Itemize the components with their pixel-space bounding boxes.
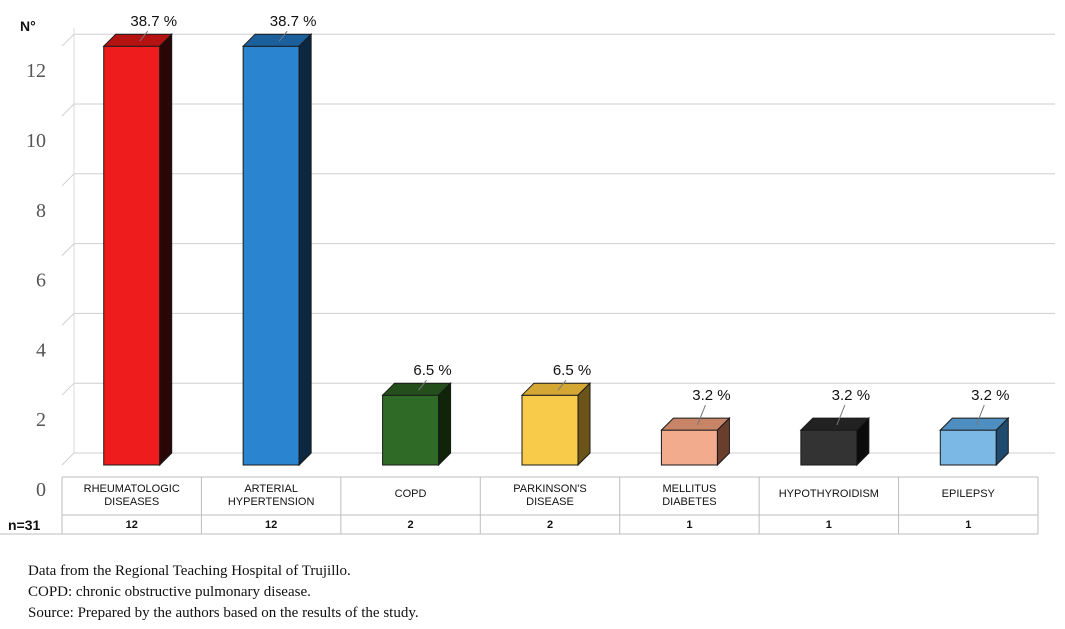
count-label: 1	[686, 519, 692, 531]
gridline-wall	[61, 382, 75, 396]
y-tick-label: 0	[36, 479, 46, 501]
data-label: 38.7 %	[130, 13, 177, 30]
data-label: 6.5 %	[413, 362, 451, 379]
bar-side	[577, 381, 591, 467]
bar	[800, 429, 858, 466]
category-label: DISEASE	[526, 496, 574, 508]
gridline-wall	[61, 313, 75, 326]
category-label: COPD	[395, 488, 427, 500]
bar	[521, 394, 579, 466]
count-label: 12	[126, 519, 138, 531]
bar-side	[438, 381, 452, 467]
count-label: 2	[408, 519, 414, 531]
footnote-data-source: Data from the Regional Teaching Hospital…	[28, 563, 351, 579]
data-label: 3.2 %	[692, 387, 730, 404]
data-label: 38.7 %	[270, 13, 317, 30]
n-label: n=31	[8, 517, 41, 533]
data-label: 3.2 %	[832, 387, 870, 404]
category-label: EPILEPSY	[942, 488, 996, 500]
bar-side	[995, 416, 1009, 467]
gridline-wall	[61, 103, 75, 117]
count-label: 1	[965, 519, 971, 531]
data-label: 6.5 %	[553, 362, 591, 379]
count-label: 12	[265, 519, 277, 531]
bar-side	[159, 32, 173, 467]
bar-side	[716, 416, 730, 467]
data-label-leader	[139, 30, 149, 42]
bar	[939, 429, 997, 466]
gridline-wall	[61, 452, 75, 466]
count-label: 1	[826, 519, 832, 531]
y-tick-label: 6	[36, 270, 46, 292]
category-label: HYPERTENSION	[228, 496, 315, 508]
category-label: PARKINSON'S	[513, 483, 586, 495]
y-tick-label: 2	[36, 409, 46, 431]
data-label-leader	[418, 379, 427, 391]
bar	[382, 394, 440, 466]
footnote-source: Source: Prepared by the authors based on…	[28, 605, 419, 621]
category-label: MELLITUS	[663, 483, 717, 495]
y-axis-label: N°	[20, 18, 36, 34]
category-label: HYPOTHYROIDISM	[779, 488, 879, 500]
y-tick-label: 8	[36, 200, 46, 222]
y-tick-label: 12	[26, 60, 46, 82]
category-label: RHEUMATOLOGIC	[84, 483, 180, 495]
gridline-wall	[61, 243, 75, 256]
data-label: 3.2 %	[971, 387, 1009, 404]
bar	[103, 45, 161, 466]
count-label: 2	[547, 519, 553, 531]
category-label: DISEASES	[104, 496, 159, 508]
gridline-wall	[61, 173, 75, 187]
data-label-leader	[278, 30, 288, 42]
bar-side	[856, 416, 870, 467]
data-label-leader	[975, 404, 985, 426]
y-tick-label: 4	[36, 339, 46, 361]
gridline-wall	[61, 33, 75, 47]
data-label-leader	[696, 404, 706, 426]
category-label: ARTERIAL	[244, 483, 298, 495]
y-tick-label: 10	[26, 130, 46, 152]
bar-side	[298, 32, 312, 467]
bar	[660, 429, 718, 466]
data-label-leader	[836, 404, 846, 426]
bar	[242, 45, 300, 466]
category-label: DIABETES	[662, 496, 716, 508]
footnotes: Data from the Regional Teaching Hospital…	[28, 561, 419, 624]
footnote-copd: COPD: chronic obstructive pulmonary dise…	[28, 584, 311, 600]
data-label-leader	[557, 379, 567, 391]
